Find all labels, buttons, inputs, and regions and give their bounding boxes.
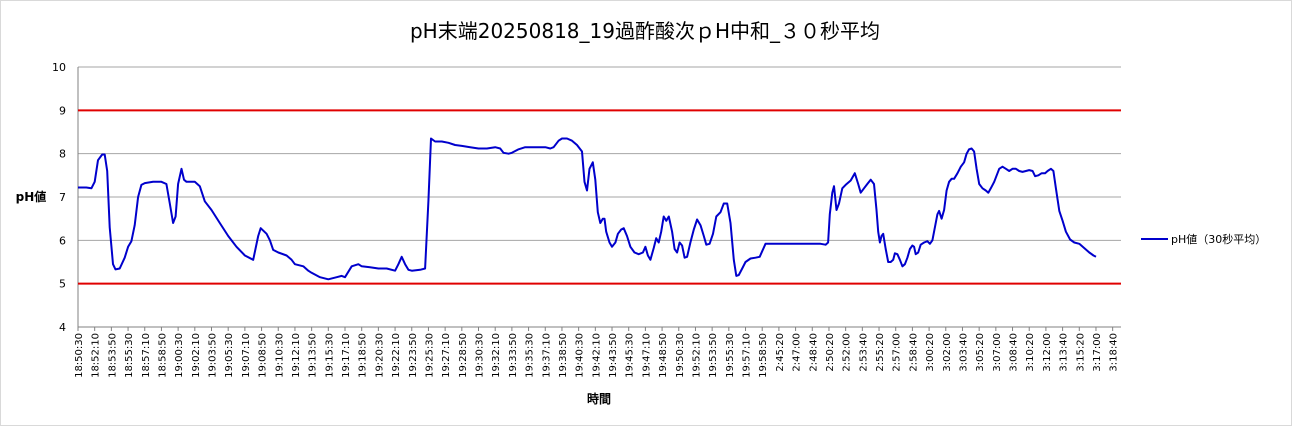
x-tick-label: 19:57:10 [742, 333, 753, 378]
y-axis-label: pH値 [16, 189, 47, 204]
x-tick-label: 2:45:20 [775, 333, 786, 372]
x-tick-label: 2:52:00 [842, 333, 853, 372]
x-tick-label: 3:08:40 [1009, 333, 1020, 372]
x-tick-label: 18:58:50 [157, 333, 168, 378]
x-tick-label: 18:52:10 [91, 333, 102, 378]
x-tick-label: 18:55:30 [124, 333, 135, 378]
x-tick-label: 2:48:40 [808, 333, 819, 372]
series-line-ph [78, 137, 1097, 281]
x-tick-label: 19:55:30 [725, 333, 736, 378]
x-tick-label: 19:58:50 [758, 333, 769, 378]
x-tick-label: 19:48:50 [658, 333, 669, 378]
x-tick-label: 19:00:30 [174, 333, 185, 378]
x-tick-label: 3:07:00 [992, 333, 1003, 372]
x-tick-label: 3:13:40 [1059, 333, 1070, 372]
x-tick-label: 3:15:20 [1075, 333, 1086, 372]
chart-title: pH末端20250818_19過酢酸次ｐH中和_３０秒平均 [410, 19, 880, 43]
x-tick-label: 3:12:00 [1042, 333, 1053, 372]
x-tick-label: 2:55:20 [875, 333, 886, 372]
x-tick-label: 3:17:00 [1092, 333, 1103, 372]
x-tick-label: 19:20:30 [374, 333, 385, 378]
x-tick-label: 19:28:50 [458, 333, 469, 378]
x-tick-label: 19:03:50 [208, 333, 219, 378]
x-tick-label: 18:57:10 [141, 333, 152, 378]
x-tick-label: 2:47:00 [792, 333, 803, 372]
x-tick-label: 19:33:50 [508, 333, 519, 378]
x-tick-label: 19:53:50 [708, 333, 719, 378]
x-tick-label: 19:32:10 [491, 333, 502, 378]
x-tick-label: 19:08:50 [258, 333, 269, 378]
y-tick-label: 5 [59, 278, 66, 291]
x-tick-label: 19:38:50 [558, 333, 569, 378]
x-tick-label: 2:50:20 [825, 333, 836, 372]
y-tick-label: 6 [59, 234, 66, 247]
legend-label: pH値（30秒平均） [1171, 232, 1266, 246]
x-tick-label: 19:18:50 [358, 333, 369, 378]
x-tick-label: 19:10:30 [274, 333, 285, 378]
x-tick-label: 19:25:30 [424, 333, 435, 378]
x-tick-label: 19:07:10 [241, 333, 252, 378]
x-tick-label: 19:52:10 [691, 333, 702, 378]
x-tick-label: 19:50:30 [675, 333, 686, 378]
x-tick-label: 19:35:30 [525, 333, 536, 378]
x-tick-label: 3:18:40 [1109, 333, 1120, 372]
x-tick-label: 19:45:30 [625, 333, 636, 378]
x-tick-label: 19:17:10 [341, 333, 352, 378]
x-tick-label: 19:30:30 [475, 333, 486, 378]
x-tick-label: 19:12:10 [291, 333, 302, 378]
x-tick-label: 19:13:50 [308, 333, 319, 378]
x-tick-label: 19:47:10 [641, 333, 652, 378]
x-tick-label: 3:02:00 [942, 333, 953, 372]
x-tick-label: 3:10:20 [1025, 333, 1036, 372]
x-tick-label: 19:05:30 [224, 333, 235, 378]
x-tick-label: 2:58:40 [908, 333, 919, 372]
x-tick-label: 2:57:00 [892, 333, 903, 372]
x-tick-label: 19:15:30 [324, 333, 335, 378]
x-tick-label: 19:22:10 [391, 333, 402, 378]
y-tick-label: 9 [59, 104, 66, 117]
y-tick-label: 8 [59, 148, 66, 161]
x-tick-label: 3:05:20 [975, 333, 986, 372]
legend: pH値（30秒平均） [1141, 232, 1266, 246]
x-tick-label: 19:27:10 [441, 333, 452, 378]
x-axis-label: 時間 [587, 391, 611, 406]
y-tick-label: 10 [52, 61, 66, 74]
x-tick-label: 19:02:10 [191, 333, 202, 378]
x-tick-label: 19:37:10 [541, 333, 552, 378]
x-tick-label: 18:50:30 [74, 333, 85, 378]
x-tick-label: 3:03:40 [958, 333, 969, 372]
x-tick-label: 19:40:30 [575, 333, 586, 378]
y-tick-label: 4 [59, 321, 66, 334]
y-tick-label: 7 [59, 191, 66, 204]
x-tick-label: 19:43:50 [608, 333, 619, 378]
x-tick-label: 18:53:50 [107, 333, 118, 378]
x-tick-label: 19:23:50 [408, 333, 419, 378]
x-tick-label: 2:53:40 [858, 333, 869, 372]
x-tick-label: 3:00:20 [925, 333, 936, 372]
x-tick-label: 19:42:10 [591, 333, 602, 378]
plot-area: 4 5 6 7 8 9 10 18:50:30 18:52:10 18:53:50 18:55:30… [52, 61, 1121, 378]
